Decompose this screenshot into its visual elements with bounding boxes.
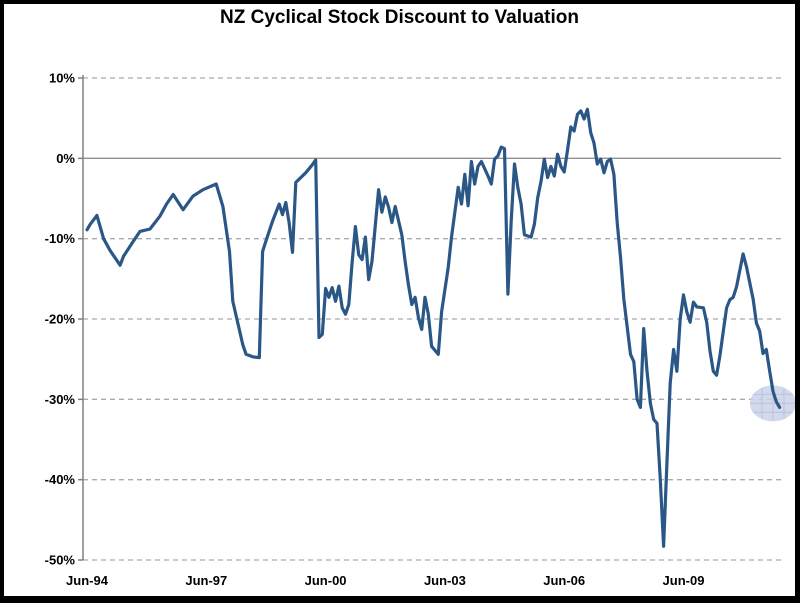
x-axis-label: Jun-09 [663, 573, 705, 588]
chart-canvas: 10% 0% -10% -20% -30% -40% -50% Jun-94 Jun-97 Jun… [45, 71, 795, 588]
y-axis-label: -10% [45, 231, 76, 246]
x-axis-label: Jun-00 [305, 573, 347, 588]
x-axis-label: Jun-97 [185, 573, 227, 588]
y-axis-label: 10% [49, 71, 75, 86]
y-axis-label: -50% [45, 553, 76, 568]
chart-title: NZ Cyclical Stock Discount to Valuation [220, 7, 579, 28]
x-axis-label: Jun-03 [424, 573, 466, 588]
y-axis-label: -40% [45, 472, 76, 487]
y-axis-label: -30% [45, 392, 76, 407]
y-axis-label: -20% [45, 312, 76, 327]
x-axis-label: Jun-94 [66, 573, 109, 588]
y-axis-label: 0% [56, 151, 75, 166]
series-line [85, 107, 782, 548]
x-axis-label: Jun-06 [543, 573, 585, 588]
